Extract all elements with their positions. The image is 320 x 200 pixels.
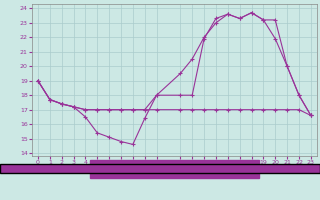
X-axis label: Windchill (Refroidissement éolien,°C): Windchill (Refroidissement éolien,°C) — [96, 165, 253, 172]
